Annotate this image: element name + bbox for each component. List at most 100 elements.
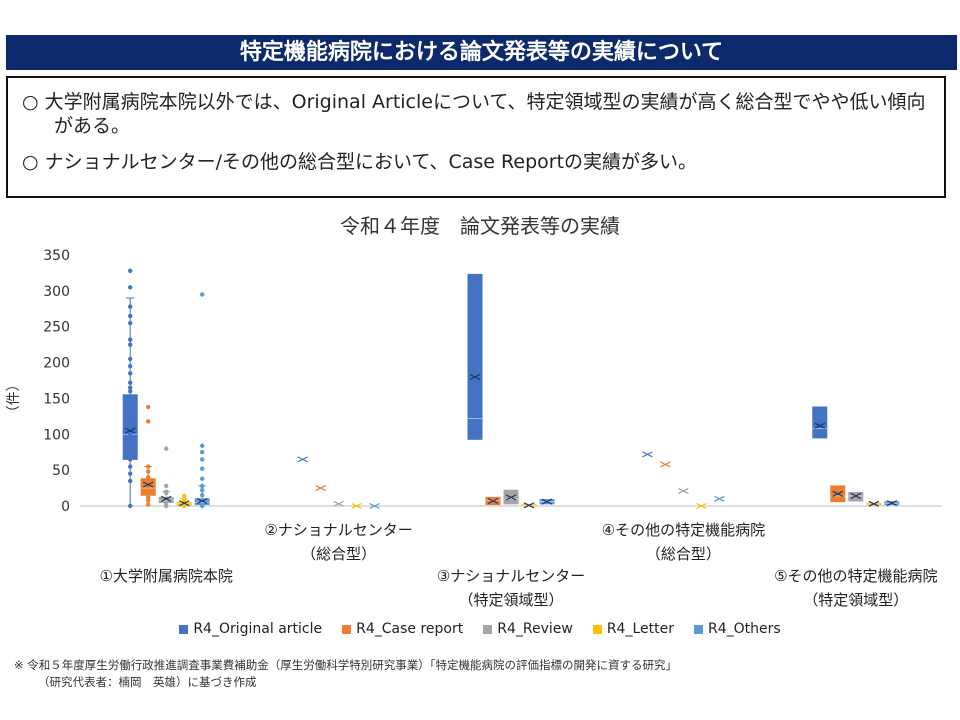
mean-marker [714,495,725,502]
group-label: ③ナショナルセンター [437,567,585,585]
legend-item: R4_Case report [342,621,463,637]
y-tick-label: 100 [43,427,70,443]
data-point [200,483,205,489]
data-point [128,380,133,385]
chart-title: 令和４年度 論文発表等の実績 [340,214,620,238]
legend-label: R4_Case report [356,621,464,637]
data-point [182,498,187,503]
data-point [200,503,205,509]
legend-item: R4_Original article [179,621,322,637]
data-point [164,489,169,494]
group-label: ①大学附属病院本院 [99,567,232,585]
y-tick-label: 250 [43,320,70,336]
data-point [128,371,133,376]
legend-swatch [592,624,602,634]
footnote-line-2: （研究代表者：楠岡 英雄）に基づき作成 [38,675,257,689]
data-point [128,320,133,326]
mean-marker [814,422,826,429]
data-point [128,337,133,342]
y-tick-label: 350 [43,248,70,264]
data-point [200,466,205,471]
data-point [200,488,205,493]
footnote: ※ 令和５年度厚生労働行政推進調査事業費補助金（厚生労働科学特別研究事業）「特定… [14,657,677,691]
mean-marker [696,502,707,510]
data-point [128,450,133,455]
data-point [164,483,169,489]
data-point [128,432,133,437]
mean-marker [487,497,499,505]
data-point [128,471,133,476]
legend-swatch [342,624,352,634]
data-point [128,342,133,347]
legend-label: R4_Others [707,621,781,637]
mean-marker [505,494,517,501]
data-point [128,356,133,362]
summary-bullet-1: ○ 大学附属病院本院以外では、Original Articleについて、特定領域… [22,91,926,137]
data-point [128,304,133,309]
data-point [200,450,205,455]
data-point [128,385,133,390]
data-point [128,404,133,410]
data-point [128,503,133,509]
data-point [146,419,151,424]
data-point [146,464,151,469]
data-point [146,469,151,474]
page-title: 特定機能病院における論文発表等の実績について [6,35,957,70]
mean-marker [160,495,172,502]
mean-marker [196,497,208,505]
data-point [128,416,133,421]
mean-marker [124,427,136,434]
data-point [200,476,205,481]
mean-marker [541,498,553,505]
data-point [200,457,205,462]
mean-marker [351,502,362,510]
box-4 [194,498,210,506]
legend-item: R4_Others [693,621,781,637]
mean-marker [678,487,689,494]
data-point [128,457,133,462]
y-tick-label: 0 [61,499,70,515]
group-label: （特定領域型） [458,591,563,609]
box-0 [467,273,483,440]
mean-marker [660,461,671,468]
summary-bullet-2: ○ ナショナルセンター/その他の総合型において、Case Reportの実績が多… [22,151,698,173]
data-point [182,493,187,499]
y-tick-label: 300 [43,284,70,300]
data-point [128,268,133,273]
mean-marker [850,492,862,499]
data-point [182,503,187,509]
group-label: ④その他の特定機能病院 [602,521,765,539]
group-label: （特定領域型） [803,591,908,609]
data-point [200,493,205,498]
legend-label: R4_Original article [193,621,323,637]
chart-legend: R4_Original article R4_Case report R4_Revi… [0,621,960,637]
mean-marker [832,490,844,497]
mean-marker [333,500,344,507]
y-axis-label: （件） [6,377,22,419]
data-point [128,363,133,369]
box-0 [812,406,828,439]
data-point [128,313,133,319]
data-point [128,394,133,400]
data-point [146,475,151,480]
data-point [128,399,133,405]
box-2 [848,491,864,502]
data-point [128,389,133,394]
mean-marker [886,500,898,507]
legend-swatch [693,624,703,634]
legend-label: R4_Review [497,621,573,637]
data-point [146,490,151,496]
data-point [128,437,133,443]
y-tick-label: 150 [43,391,70,407]
group-label: ②ナショナルセンター [264,521,412,539]
group-label: ⑤その他の特定機能病院 [774,567,937,585]
footnote-line-1: ※ 令和５年度厚生労働行政推進調査事業費補助金（厚生労働科学特別研究事業）「特定… [14,658,678,672]
data-point [146,404,151,410]
group-label: （総合型） [646,545,721,563]
group-label: （総合型） [301,545,376,563]
mean-marker [297,456,308,463]
mean-marker [369,502,380,510]
mean-marker [642,451,653,458]
data-point [128,464,133,469]
summary-box: ○ 大学附属病院本院以外では、Original Articleについて、特定領域… [6,76,946,198]
